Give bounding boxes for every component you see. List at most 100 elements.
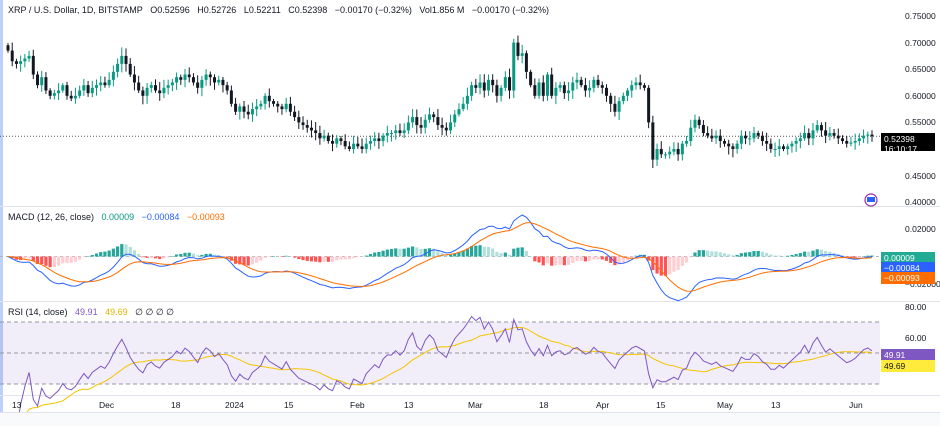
candle-body [714, 135, 718, 139]
candle-body [246, 111, 250, 115]
macd-histogram-bar [583, 256, 588, 262]
candle-body [267, 95, 271, 102]
macd-histogram-bar [280, 256, 284, 257]
candle-body [626, 90, 630, 96]
candle-body [600, 85, 604, 88]
candle-body [293, 111, 297, 118]
macd-histogram-bar [292, 256, 297, 258]
candle-body [423, 119, 427, 128]
macd-histogram-bar [756, 250, 760, 257]
macd-title[interactable]: MACD (12, 26, close) [8, 212, 95, 222]
macd-histogram-bar [132, 250, 137, 257]
chart-canvas[interactable] [0, 0, 940, 412]
rsi-title[interactable]: RSI (14, close) [8, 307, 68, 317]
candle-body [449, 122, 453, 131]
candle-body [655, 149, 659, 160]
macd-histogram-bar [811, 250, 815, 257]
macd-histogram-bar [259, 256, 263, 261]
time-axis-tick: May [717, 400, 734, 410]
candle-body [175, 77, 179, 83]
candle-body [111, 71, 115, 80]
candle-body [824, 130, 828, 136]
macd-histogram-bar [516, 247, 520, 257]
bottom-toolbar [0, 412, 940, 426]
macd-histogram-bar [191, 253, 196, 257]
macd-histogram-bar [115, 246, 120, 257]
price-axis-tick: 0.60000 [905, 90, 936, 101]
candle-body [10, 50, 14, 62]
macd-histogram-bar [541, 256, 545, 266]
flag-icon [867, 197, 875, 202]
candle-body [259, 103, 263, 107]
macd-histogram-bar [221, 256, 225, 257]
macd-histogram-bar [402, 248, 406, 257]
macd-histogram-bar [773, 255, 777, 257]
macd-histogram-bar [352, 256, 356, 259]
candle-body [187, 74, 191, 78]
macd-histogram-bar [655, 256, 659, 274]
candle-body [309, 127, 313, 131]
candle-body [394, 130, 398, 134]
macd-histogram-bar [689, 256, 693, 258]
macd-histogram-bar [398, 248, 402, 257]
time-axis-tick: 15 [656, 400, 666, 410]
macd-histogram-bar [491, 248, 495, 257]
rsi-extras: ∅ ∅ ∅ ∅ [135, 307, 175, 317]
time-axis-tick: Mar [468, 400, 483, 410]
macd-histogram-bar [739, 253, 743, 257]
candle-body [373, 138, 377, 142]
candle-body [520, 53, 524, 56]
candle-body [634, 82, 638, 86]
macd-histogram-bar [309, 256, 314, 262]
macd-histogram-bar [592, 256, 596, 260]
candle-body [701, 125, 705, 134]
candle-body [65, 85, 69, 96]
macd-histogram-bar [524, 250, 528, 257]
candle-body [57, 90, 61, 94]
candle-body [495, 85, 499, 96]
candle-body [356, 143, 360, 147]
rsi-value: 49.91 [75, 307, 98, 317]
candle-body [335, 138, 339, 144]
macd-histogram-bar [701, 250, 706, 257]
macd-histogram-bar [731, 255, 735, 257]
macd-histogram-bar [78, 256, 82, 260]
candle-body [773, 149, 777, 150]
candle-body [470, 85, 474, 96]
candle-body [204, 74, 208, 80]
candle-body [866, 134, 870, 136]
macd-histogram-bar [347, 256, 351, 260]
candle-body [427, 114, 431, 120]
macd-histogram-bar [406, 247, 410, 257]
symbol-title[interactable]: XRP / U.S. Dollar, 1D, BITSTAMP [8, 5, 143, 15]
macd-hist-tag: 0.00009 [881, 252, 935, 264]
candle-body [756, 133, 760, 136]
candle-body [52, 93, 56, 96]
candle-body [482, 82, 486, 91]
candle-body [739, 135, 743, 144]
macd-histogram-bar [651, 256, 655, 271]
candle-body [803, 133, 807, 139]
candle-body [840, 138, 844, 142]
macd-histogram-bar [56, 256, 61, 266]
macd-axis-tick: −0.02000 [905, 279, 940, 289]
candle-body [537, 82, 541, 96]
macd-histogram-bar [322, 256, 326, 262]
macd-histogram-bar [630, 256, 634, 258]
candle-body [486, 79, 490, 91]
macd-histogram-bar [377, 251, 381, 257]
candle-body [73, 95, 77, 99]
candle-body [558, 85, 562, 88]
candle-body [727, 143, 731, 147]
candle-body [588, 87, 592, 91]
macd-histogram-bar [436, 250, 440, 257]
macd-histogram-bar [697, 250, 701, 257]
macd-histogram-bar [853, 256, 857, 258]
candle-body [579, 79, 583, 86]
macd-histogram-bar [613, 256, 617, 266]
macd-histogram-bar [73, 256, 78, 262]
candle-body [200, 79, 204, 88]
macd-histogram-bar [798, 253, 802, 257]
macd-histogram-bar [145, 256, 149, 258]
candle-body [499, 87, 503, 96]
